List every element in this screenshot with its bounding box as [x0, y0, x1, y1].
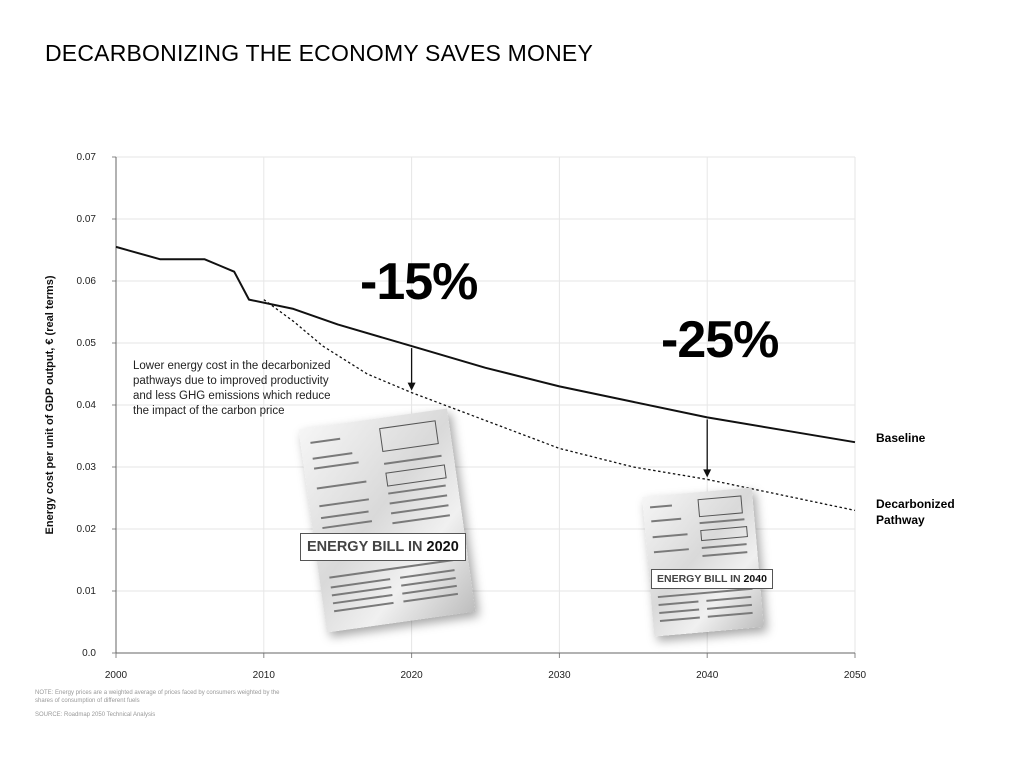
bill-year: 2040	[743, 573, 767, 585]
source-note: SOURCE: Roadmap 2050 Technical Analysis	[35, 712, 156, 718]
bill-label-text: ENERGY BILL IN	[657, 573, 744, 585]
x-tick-label: 2040	[696, 670, 719, 681]
baseline-line	[115, 245, 856, 444]
y-tick-label: 0.07	[77, 152, 97, 163]
bill-year: 2020	[426, 539, 459, 555]
x-tick-label: 2010	[253, 670, 276, 681]
x-tick-label: 2030	[548, 670, 571, 681]
difference-arrows	[407, 348, 712, 478]
axes	[112, 156, 856, 658]
footnote: NOTE: Energy prices are a weighted avera…	[35, 690, 280, 704]
y-tick-label: 0.0	[82, 648, 96, 659]
callout-minus-25-percent: -25%	[661, 311, 779, 369]
y-tick-labels: 0.0 0.01 0.02 0.03 0.04 0.05 0.06 0.07 0.07	[77, 152, 97, 659]
callout-minus-15-percent: -15%	[360, 253, 478, 311]
y-tick-label: 0.05	[77, 338, 97, 349]
legend-decarbonized-pathway: Decarbonized Pathway	[876, 497, 955, 527]
series-lines	[115, 245, 856, 512]
y-axis-label: Energy cost per unit of GDP output, € (r…	[44, 275, 56, 534]
y-tick-label: 0.02	[77, 524, 97, 535]
y-tick-label: 0.06	[77, 276, 97, 287]
y-tick-label: 0.01	[77, 586, 97, 597]
arrow-head	[703, 469, 712, 478]
energy-bill-2040-image	[642, 487, 764, 637]
slide-title: DECARBONIZING THE ECONOMY SAVES MONEY	[45, 40, 593, 66]
x-tick-label: 2050	[844, 670, 867, 681]
energy-bill-2020-image	[298, 408, 476, 633]
decarbonized-pathway-line	[263, 299, 856, 512]
x-tick-labels: 2000 2010 2020 2030 2040 2050	[105, 670, 867, 681]
y-tick-label: 0.04	[77, 400, 97, 411]
legend-baseline: Baseline	[876, 431, 926, 445]
bill-label-text: ENERGY BILL IN	[307, 539, 427, 555]
energy-bill-2040-label: ENERGY BILL IN 2040	[651, 569, 773, 589]
arrow-head	[407, 382, 416, 391]
y-tick-label: 0.03	[77, 462, 97, 473]
annotation-text: Lower energy cost in the decarbonized pa…	[133, 360, 331, 417]
y-tick-label: 0.07	[77, 214, 97, 225]
energy-bill-2020-label: ENERGY BILL IN 2020	[300, 533, 466, 561]
x-tick-label: 2020	[400, 670, 423, 681]
x-tick-label: 2000	[105, 670, 128, 681]
